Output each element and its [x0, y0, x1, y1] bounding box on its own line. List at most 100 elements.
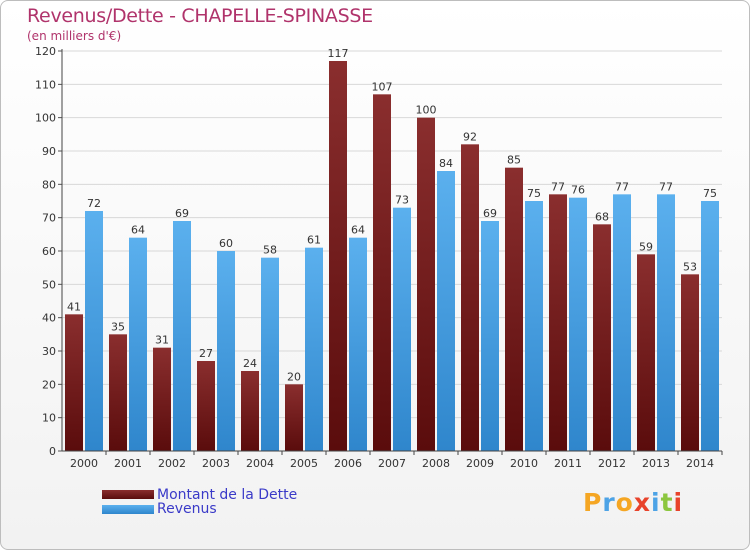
- x-tick-label: 2006: [334, 457, 362, 470]
- revenue-value-label: 61: [307, 234, 321, 247]
- y-tick-label: 30: [42, 345, 56, 358]
- debt-bar-2009: [461, 144, 479, 452]
- debt-value-label: 27: [199, 347, 213, 360]
- x-tick-label: 2008: [422, 457, 450, 470]
- debt-value-label: 117: [328, 47, 349, 60]
- revenue-value-label: 75: [527, 187, 541, 200]
- debt-value-label: 24: [243, 357, 257, 370]
- revenue-value-label: 60: [219, 237, 233, 250]
- y-tick-label: 70: [42, 212, 56, 225]
- x-tick-label: 2002: [158, 457, 186, 470]
- debt-value-label: 53: [683, 260, 697, 273]
- debt-bar-2013: [637, 254, 655, 451]
- revenue-value-label: 64: [131, 224, 145, 237]
- revenue-value-label: 72: [87, 197, 101, 210]
- debt-bar-2012: [593, 224, 611, 451]
- y-tick-label: 40: [42, 312, 56, 325]
- legend-debt-swatch: [102, 490, 154, 499]
- revenue-bar-2013: [657, 194, 675, 452]
- revenue-bar-2001: [129, 237, 147, 451]
- revenue-bar-2007: [393, 207, 411, 451]
- debt-value-label: 68: [595, 210, 609, 223]
- debt-bar-2000: [65, 314, 83, 451]
- x-tick-label: 2003: [202, 457, 230, 470]
- revenue-bar-2004: [261, 257, 279, 451]
- revenue-value-label: 64: [351, 224, 365, 237]
- y-tick-label: 120: [35, 45, 56, 58]
- y-tick-label: 10: [42, 412, 56, 425]
- revenue-bar-2002: [173, 221, 191, 451]
- legend-revenue-swatch: [102, 505, 154, 514]
- revenue-bar-2010: [525, 201, 543, 451]
- logo-letter: P: [583, 488, 603, 517]
- x-tick-label: 2007: [378, 457, 406, 470]
- x-tick-label: 2013: [642, 457, 670, 470]
- debt-bar-2005: [285, 384, 303, 451]
- debt-value-label: 20: [287, 370, 301, 383]
- chart-title: Revenus/Dette - CHAPELLE-SPINASSE: [27, 5, 373, 27]
- x-tick-label: 2010: [510, 457, 538, 470]
- proxiti-logo: Proxiti: [583, 488, 683, 517]
- y-tick-label: 80: [42, 178, 56, 191]
- logo-letter: o: [615, 488, 634, 517]
- revenue-bar-2008: [437, 171, 455, 451]
- revenue-value-label: 77: [659, 180, 673, 193]
- revenue-bar-2005: [305, 247, 323, 451]
- x-tick-label: 2014: [686, 457, 714, 470]
- revenue-value-label: 76: [571, 184, 585, 197]
- debt-bar-2010: [505, 167, 523, 451]
- debt-value-label: 35: [111, 320, 125, 333]
- y-tick-label: 60: [42, 245, 56, 258]
- debt-value-label: 77: [551, 180, 565, 193]
- revenue-value-label: 84: [439, 157, 453, 170]
- revenue-bar-2012: [613, 194, 631, 452]
- logo-letter: x: [633, 488, 651, 517]
- x-tick-label: 2001: [114, 457, 142, 470]
- debt-bar-2002: [153, 347, 171, 451]
- logo-letter: t: [660, 488, 674, 517]
- y-tick-label: 110: [35, 78, 56, 91]
- legend-debt-label: Montant de la Dette: [157, 487, 298, 503]
- revenue-bar-2000: [85, 211, 103, 451]
- revenue-bar-2014: [701, 201, 719, 451]
- debt-bar-2006: [329, 61, 347, 451]
- chart-subtitle: (en milliers d'€): [27, 29, 122, 43]
- y-tick-label: 0: [49, 445, 56, 458]
- debt-bar-2007: [373, 94, 391, 451]
- x-tick-label: 2009: [466, 457, 494, 470]
- x-tick-label: 2005: [290, 457, 318, 470]
- revenue-value-label: 69: [483, 207, 497, 220]
- revenue-value-label: 77: [615, 180, 629, 193]
- debt-value-label: 85: [507, 154, 521, 167]
- revenue-bar-2011: [569, 197, 587, 451]
- x-tick-label: 2004: [246, 457, 274, 470]
- revenue-value-label: 69: [175, 207, 189, 220]
- revenue-value-label: 73: [395, 194, 409, 207]
- revenue-bar-2003: [217, 251, 235, 451]
- x-tick-label: 2000: [70, 457, 98, 470]
- revenue-value-label: 75: [703, 187, 717, 200]
- debt-value-label: 31: [155, 334, 169, 347]
- legend-revenue-label: Revenus: [157, 501, 217, 517]
- debt-value-label: 59: [639, 240, 653, 253]
- y-tick-label: 90: [42, 145, 56, 158]
- debt-bar-2014: [681, 274, 699, 451]
- logo-letter: r: [602, 488, 616, 517]
- revenue-bar-2009: [481, 221, 499, 451]
- logo-letter: i: [651, 488, 661, 517]
- debt-bar-2004: [241, 371, 259, 451]
- debt-bar-2003: [197, 361, 215, 451]
- revenue-bar-2006: [349, 237, 367, 451]
- x-tick-label: 2011: [554, 457, 582, 470]
- logo-letter: i: [673, 488, 684, 517]
- debt-value-label: 100: [416, 104, 437, 117]
- revenue-value-label: 58: [263, 244, 277, 257]
- debt-value-label: 107: [372, 80, 393, 93]
- debt-bar-2001: [109, 334, 127, 451]
- debt-value-label: 41: [67, 300, 81, 313]
- y-tick-label: 50: [42, 278, 56, 291]
- y-tick-label: 100: [35, 112, 56, 125]
- y-tick-label: 20: [42, 378, 56, 391]
